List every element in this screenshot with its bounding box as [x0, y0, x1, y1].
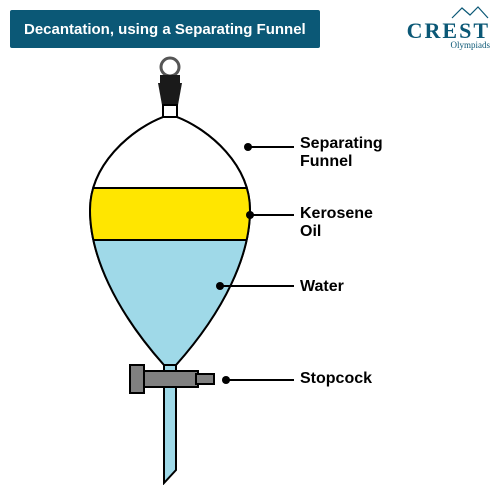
stopcock-body	[142, 371, 198, 387]
brand-logo: CREST Olympiads	[407, 6, 490, 50]
funnel-neck	[163, 105, 177, 117]
stopcock-handle	[130, 365, 144, 393]
stopcock-knob	[196, 374, 214, 384]
ring-icon	[161, 58, 179, 76]
label-text: Stopcock	[300, 370, 372, 387]
funnel-svg	[60, 55, 280, 485]
label-text: SeparatingFunnel	[300, 135, 383, 170]
water-layer	[80, 240, 260, 380]
kerosene-layer	[80, 188, 260, 240]
label-line	[250, 146, 294, 148]
stem-lower	[164, 387, 176, 483]
title-bar: Decantation, using a Separating Funnel	[10, 10, 320, 48]
logo-text: CREST	[407, 20, 490, 42]
label-kerosene-oil: KeroseneOil	[300, 205, 373, 242]
stopper-body	[158, 83, 182, 105]
stopper-top	[160, 75, 180, 83]
label-line	[222, 285, 294, 287]
label-text: Water	[300, 278, 344, 295]
label-line	[228, 379, 294, 381]
label-text: KeroseneOil	[300, 205, 373, 240]
label-line	[252, 214, 294, 216]
label-separating-funnel: SeparatingFunnel	[300, 135, 383, 172]
label-stopcock: Stopcock	[300, 370, 372, 388]
label-water: Water	[300, 278, 344, 296]
page-title: Decantation, using a Separating Funnel	[24, 21, 306, 38]
separating-funnel-diagram	[60, 55, 280, 485]
